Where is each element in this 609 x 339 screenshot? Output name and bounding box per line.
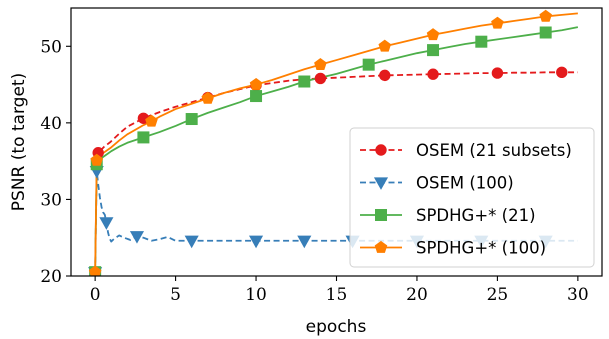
x-tick-label-5: 5 bbox=[170, 285, 181, 305]
ticks: 0 5 10 15 20 25 30 20 30 40 50 bbox=[40, 37, 588, 305]
marker-spdhg-21-7 bbox=[427, 44, 440, 57]
marker-spdhg-21-4 bbox=[250, 90, 263, 103]
marker-osem-21-subsets-7 bbox=[491, 67, 504, 79]
y-tick-label-30: 30 bbox=[40, 190, 62, 210]
x-tick-label-15: 15 bbox=[326, 285, 348, 305]
x-tick-label-0: 0 bbox=[90, 285, 101, 305]
marker-spdhg-21-5 bbox=[298, 75, 311, 88]
marker-spdhg-100-8 bbox=[491, 16, 504, 29]
marker-osem-100-3 bbox=[129, 231, 145, 244]
marker-spdhg-21-9 bbox=[539, 26, 552, 39]
marker-spdhg-100-3 bbox=[201, 91, 215, 104]
marker-spdhg-21-3 bbox=[185, 113, 198, 126]
marker-spdhg-100-2 bbox=[145, 114, 158, 127]
legend-marker-osem-21-subsets bbox=[375, 144, 387, 156]
marker-osem-100-5 bbox=[248, 235, 264, 249]
legend-marker-spdhg-100 bbox=[374, 240, 388, 253]
marker-spdhg-100-5 bbox=[314, 58, 327, 71]
legend-marker-osem-100 bbox=[373, 177, 389, 190]
y-tick-label-20: 20 bbox=[40, 267, 62, 287]
series-line-osem-100 bbox=[94, 170, 578, 273]
series-line-osem-21-subsets bbox=[95, 71, 578, 169]
legend-label-spdhg-100: SPDHG+* (100) bbox=[416, 239, 546, 258]
marker-osem-21-subsets-4 bbox=[314, 72, 327, 85]
x-axis-label: epochs bbox=[306, 317, 367, 337]
marker-spdhg-21-2 bbox=[137, 131, 150, 144]
legend: OSEM (21 subsets) OSEM (100) SPDHG+* (21) S… bbox=[349, 127, 595, 268]
y-tick-label-50: 50 bbox=[40, 37, 62, 57]
x-tick-label-25: 25 bbox=[487, 285, 509, 305]
marker-spdhg-100-6 bbox=[378, 39, 392, 52]
marker-osem-100-6 bbox=[297, 235, 312, 249]
marker-osem-100-4 bbox=[184, 235, 199, 249]
legend-label-osem-100: OSEM (100) bbox=[416, 174, 514, 193]
marker-spdhg-100-9 bbox=[539, 9, 552, 22]
x-tick-label-30: 30 bbox=[567, 285, 589, 305]
marker-spdhg-100-4 bbox=[249, 77, 263, 90]
legend-label-spdhg-21: SPDHG+* (21) bbox=[416, 206, 536, 225]
legend-label-osem-21-subsets: OSEM (21 subsets) bbox=[416, 141, 572, 160]
marker-osem-21-subsets-6 bbox=[427, 68, 439, 80]
x-tick-label-20: 20 bbox=[406, 285, 428, 305]
legend-box bbox=[349, 127, 595, 268]
marker-osem-21-subsets-8 bbox=[556, 66, 568, 79]
marker-spdhg-100-7 bbox=[426, 28, 440, 41]
marker-spdhg-21-8 bbox=[475, 35, 488, 48]
marker-osem-100-2 bbox=[99, 217, 114, 230]
legend-marker-spdhg-21 bbox=[375, 209, 387, 221]
series-line-spdhg-100 bbox=[94, 12, 578, 273]
marker-spdhg-21-6 bbox=[362, 58, 375, 71]
marker-osem-21-subsets-5 bbox=[379, 69, 391, 82]
marker-spdhg-100-0 bbox=[88, 265, 102, 276]
marker-spdhg-100-1 bbox=[90, 153, 104, 166]
y-tick-label-40: 40 bbox=[40, 114, 62, 134]
x-tick-label-10: 10 bbox=[245, 285, 267, 305]
y-axis-label: PSNR (to target) bbox=[9, 73, 29, 211]
